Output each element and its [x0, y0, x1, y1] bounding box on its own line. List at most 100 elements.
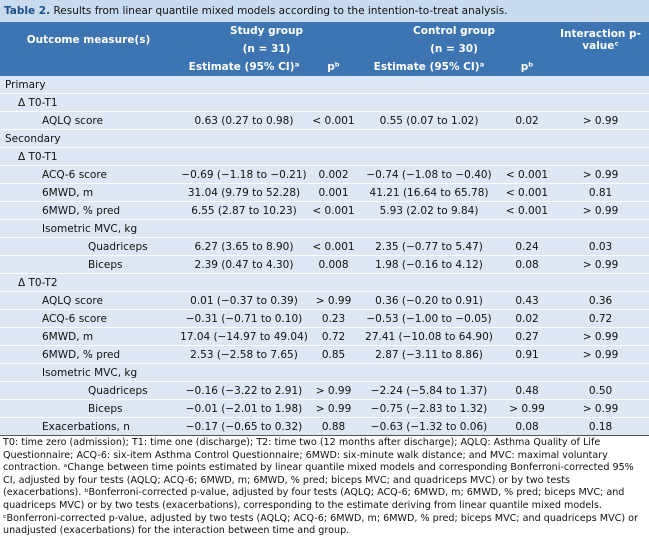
data-cell: < 0.001 — [502, 165, 553, 184]
row-label: Biceps — [0, 399, 177, 418]
data-cell: 0.03 — [552, 237, 649, 256]
data-cell: 2.35 (−0.77 to 5.47) — [356, 237, 503, 256]
data-cell: 5.93 (2.02 to 9.84) — [356, 201, 503, 220]
table-row: 6MWD, % pred 2.53 (−2.58 to 7.65) 0.85 2.87… — [0, 345, 649, 364]
data-cell: 0.01 (−0.37 to 0.39) — [177, 291, 311, 310]
data-cell: 0.24 — [502, 237, 553, 256]
header-cell: Estimate (95% CI)ᵃ — [177, 58, 311, 76]
row-label: ACQ-6 score — [0, 165, 177, 184]
data-cell: 0.88 — [311, 417, 357, 436]
table-row: Δ T0-T1 — [0, 147, 649, 166]
row-label: AQLQ score — [0, 111, 177, 130]
table-row: Δ T0-T2 — [0, 273, 649, 292]
data-cell: 0.08 — [502, 255, 553, 274]
data-cell: > 0.99 — [552, 255, 649, 274]
header-cell: Control group — [356, 22, 553, 40]
row-label: 6MWD, % pred — [0, 201, 177, 220]
footnote: T0: time zero (admission); T1: time one … — [3, 437, 638, 537]
row-heading: Isometric MVC, kg — [0, 219, 649, 238]
data-cell: 0.81 — [552, 183, 649, 202]
data-cell: 0.18 — [552, 417, 649, 436]
data-cell: 0.008 — [311, 255, 357, 274]
table-row: Quadriceps 6.27 (3.65 to 8.90) < 0.001 2.35… — [0, 237, 649, 256]
data-cell: 0.48 — [502, 381, 553, 400]
data-cell: > 0.99 — [311, 291, 357, 310]
table-row: Biceps −0.01 (−2.01 to 1.98) > 0.99 −0.75 (… — [0, 399, 649, 418]
header-cell: Estimate (95% CI)ᵃ — [356, 58, 503, 76]
data-cell: −0.75 (−2.83 to 1.32) — [356, 399, 503, 418]
table-row: Biceps 2.39 (0.47 to 4.30) 0.008 1.98 (−0.1… — [0, 255, 649, 274]
data-cell: 31.04 (9.79 to 52.28) — [177, 183, 311, 202]
table-row: ACQ-6 score −0.69 (−1.18 to −0.21) 0.002 −0… — [0, 165, 649, 184]
table-row: Exacerbations, n −0.17 (−0.65 to 0.32) 0.8… — [0, 417, 649, 436]
data-cell: 41.21 (16.64 to 65.78) — [356, 183, 503, 202]
row-heading: Isometric MVC, kg — [0, 363, 649, 382]
row-heading: Secondary — [0, 129, 649, 148]
data-cell: −0.69 (−1.18 to −0.21) — [177, 165, 311, 184]
header-cell — [0, 58, 177, 76]
data-cell: 0.36 (−0.20 to 0.91) — [356, 291, 503, 310]
table-label: Table 2. — [4, 5, 51, 17]
data-cell: 1.98 (−0.16 to 4.12) — [356, 255, 503, 274]
data-cell: 0.72 — [311, 327, 357, 346]
row-heading: Primary — [0, 76, 649, 94]
data-cell: > 0.99 — [552, 165, 649, 184]
data-cell: 0.02 — [502, 309, 553, 328]
table-row: Isometric MVC, kg — [0, 219, 649, 238]
table-row: 6MWD, m 17.04 (−14.97 to 49.04) 0.72 27.41 … — [0, 327, 649, 346]
data-cell: > 0.99 — [311, 399, 357, 418]
data-cell: > 0.99 — [552, 345, 649, 364]
data-cell: 2.53 (−2.58 to 7.65) — [177, 345, 311, 364]
data-cell: 0.43 — [502, 291, 553, 310]
data-cell: > 0.99 — [552, 327, 649, 346]
data-cell: 0.08 — [502, 417, 553, 436]
data-cell: 2.87 (−3.11 to 8.86) — [356, 345, 503, 364]
row-heading: Δ T0-T2 — [0, 273, 649, 292]
data-cell: −0.16 (−3.22 to 2.91) — [177, 381, 311, 400]
data-cell: 0.36 — [552, 291, 649, 310]
data-cell: > 0.99 — [552, 201, 649, 220]
data-cell: 0.02 — [502, 111, 553, 130]
table-row: 6MWD, % pred 6.55 (2.87 to 10.23) < 0.001 5… — [0, 201, 649, 220]
table-title: Table 2. Results from linear quantile mi… — [0, 0, 649, 22]
row-label: Biceps — [0, 255, 177, 274]
header-cell: Interaction p-valueᶜ — [552, 22, 649, 58]
data-cell: > 0.99 — [552, 399, 649, 418]
header-cell: Study group — [177, 22, 357, 40]
data-cell: > 0.99 — [502, 399, 553, 418]
data-cell: > 0.99 — [552, 111, 649, 130]
table-body: Primary Δ T0-T1 AQLQ score 0.63 (0.27 to 0.… — [0, 76, 649, 436]
data-cell: 0.85 — [311, 345, 357, 364]
data-cell: 0.23 — [311, 309, 357, 328]
data-cell: 0.55 (0.07 to 1.02) — [356, 111, 503, 130]
row-label: Exacerbations, n — [0, 417, 177, 436]
data-cell: −0.74 (−1.08 to −0.40) — [356, 165, 503, 184]
data-cell: −2.24 (−5.84 to 1.37) — [356, 381, 503, 400]
data-cell: > 0.99 — [311, 381, 357, 400]
data-cell: 0.001 — [311, 183, 357, 202]
row-label: 6MWD, m — [0, 327, 177, 346]
header-cell: pᵇ — [502, 58, 553, 76]
table-row: AQLQ score 0.63 (0.27 to 0.98) < 0.001 0.55… — [0, 111, 649, 130]
row-heading: Δ T0-T1 — [0, 93, 649, 112]
table-row: Primary — [0, 76, 649, 94]
header-cell — [552, 58, 649, 76]
row-label: 6MWD, % pred — [0, 345, 177, 364]
row-label: 6MWD, m — [0, 183, 177, 202]
header-cell: (n = 31) — [177, 40, 357, 58]
data-cell: −0.63 (−1.32 to 0.06) — [356, 417, 503, 436]
title-text: Results from linear quantile mixed model… — [53, 5, 508, 17]
data-cell: 0.63 (0.27 to 0.98) — [177, 111, 311, 130]
table-row: Quadriceps −0.16 (−3.22 to 2.91) > 0.99 −2.… — [0, 381, 649, 400]
data-cell: −0.01 (−2.01 to 1.98) — [177, 399, 311, 418]
data-cell: 6.55 (2.87 to 10.23) — [177, 201, 311, 220]
row-label: ACQ-6 score — [0, 309, 177, 328]
data-cell: 27.41 (−10.08 to 64.90) — [356, 327, 503, 346]
data-cell: < 0.001 — [502, 201, 553, 220]
header-cell: Outcome measure(s) — [0, 22, 177, 58]
data-cell: −0.17 (−0.65 to 0.32) — [177, 417, 311, 436]
data-cell: 0.72 — [552, 309, 649, 328]
table-row: Isometric MVC, kg — [0, 363, 649, 382]
row-label: AQLQ score — [0, 291, 177, 310]
